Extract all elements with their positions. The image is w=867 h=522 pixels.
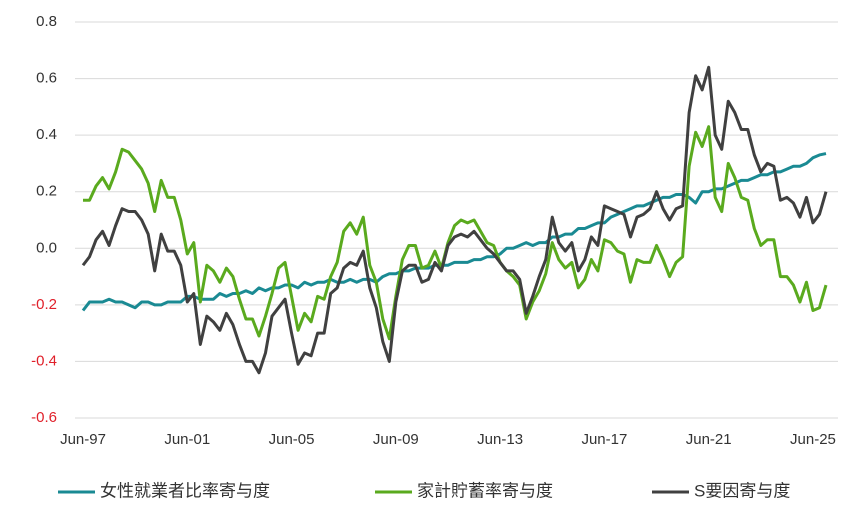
- x-tick-label: Jun-97: [60, 431, 106, 448]
- axes: -0.6 -0.4 -0.2 0.0 0.2 0.4 0.6 0.8 Jun-97 Jun-01 J…: [31, 13, 836, 448]
- y-tick-label: 0.4: [36, 126, 57, 143]
- grid: [75, 21, 838, 419]
- x-tick-label: Jun-01: [164, 431, 210, 448]
- legend-label: S要因寄与度: [694, 481, 790, 500]
- x-tick-label: Jun-17: [581, 431, 627, 448]
- y-tick-label: 0.6: [36, 70, 57, 87]
- legend: 女性就業者比率寄与度 家計貯蓄率寄与度 S要因寄与度: [58, 481, 790, 500]
- y-tick-label: 0.8: [36, 13, 57, 30]
- y-tick-label: -0.6: [31, 409, 57, 426]
- plot-area: [81, 65, 828, 375]
- legend-label: 女性就業者比率寄与度: [100, 481, 270, 500]
- x-tick-label: Jun-25: [790, 431, 836, 448]
- y-tick-label: 0.2: [36, 183, 57, 200]
- y-tick-label: -0.4: [31, 352, 57, 369]
- series-line: [81, 152, 827, 312]
- y-tick-label: -0.2: [31, 296, 57, 313]
- series-line: [83, 125, 828, 341]
- x-tick-label: Jun-09: [373, 431, 419, 448]
- legend-label: 家計貯蓄率寄与度: [417, 481, 553, 500]
- y-tick-label: 0.0: [36, 239, 57, 256]
- x-tick-label: Jun-13: [477, 431, 523, 448]
- series-line: [81, 65, 828, 375]
- x-tick-label: Jun-05: [269, 431, 315, 448]
- x-tick-label: Jun-21: [686, 431, 732, 448]
